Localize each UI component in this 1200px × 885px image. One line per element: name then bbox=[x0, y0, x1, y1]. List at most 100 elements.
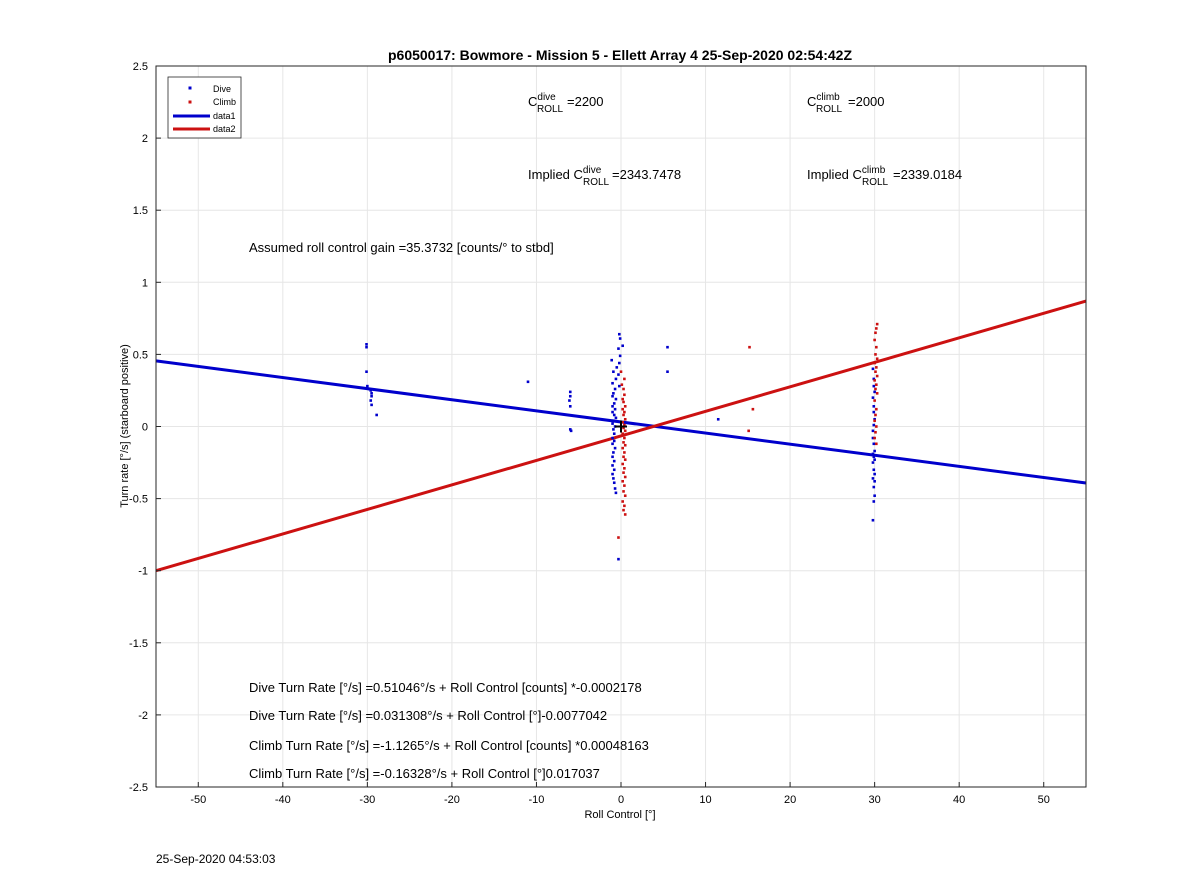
dive-point bbox=[871, 477, 875, 480]
dive-point bbox=[871, 452, 875, 456]
dive-point bbox=[611, 394, 614, 398]
dive-point bbox=[613, 387, 617, 391]
dive-point bbox=[871, 429, 875, 433]
dive-point bbox=[568, 394, 572, 398]
dive-point bbox=[612, 451, 615, 454]
y-tick-label: 1.5 bbox=[133, 205, 148, 217]
dive-point bbox=[612, 439, 616, 443]
dive-point bbox=[872, 455, 876, 459]
legend-data2-label: data2 bbox=[213, 124, 236, 134]
dive-point bbox=[611, 455, 614, 459]
y-tick-label: -2.5 bbox=[129, 782, 148, 794]
climb-point bbox=[875, 425, 878, 428]
climb-point bbox=[623, 429, 627, 433]
dive-point bbox=[611, 464, 614, 467]
dive-point bbox=[873, 494, 876, 498]
dive-point bbox=[873, 479, 876, 483]
dive-point bbox=[568, 390, 572, 394]
y-tick-label: 0 bbox=[142, 422, 148, 434]
climb-point bbox=[874, 331, 877, 335]
dive-point bbox=[366, 384, 369, 388]
y-tick-label: 2 bbox=[142, 133, 148, 145]
dive-point bbox=[716, 417, 720, 421]
dive-point bbox=[568, 399, 571, 402]
climb-point bbox=[623, 513, 627, 516]
dive-point bbox=[613, 446, 617, 450]
dive-point bbox=[611, 381, 614, 385]
x-tick-label: -10 bbox=[529, 794, 545, 806]
legend-dive-marker bbox=[188, 86, 192, 90]
climb-point bbox=[621, 397, 624, 401]
dive-point bbox=[873, 472, 876, 476]
dive-point bbox=[568, 428, 572, 431]
y-ticks: -2.5 -2 -1.5 -1 -0.5 0 0.5 1 1.5 2 2.5 bbox=[129, 61, 161, 794]
climb-point bbox=[623, 467, 626, 470]
dive-point bbox=[614, 397, 618, 401]
implied-climb-annotation: Implied Cclimb ROLL =2339.0184 bbox=[807, 165, 962, 188]
climb-point bbox=[621, 462, 624, 466]
dive-point bbox=[365, 345, 368, 349]
dive-point bbox=[365, 343, 368, 346]
implied-climb-value: =2339.0184 bbox=[893, 167, 962, 182]
climb-point bbox=[874, 430, 877, 434]
dive-point bbox=[614, 416, 618, 420]
climb-point bbox=[623, 494, 627, 498]
x-tick-label: 20 bbox=[784, 794, 796, 806]
climb-point bbox=[622, 508, 625, 512]
dive-point bbox=[871, 436, 875, 440]
dive-point bbox=[613, 407, 617, 411]
cclimb-sup: climb bbox=[816, 92, 840, 103]
dive-point bbox=[872, 410, 876, 414]
climb-point bbox=[623, 436, 626, 440]
y-axis-label: Turn rate [°/s] (starboard positive) bbox=[119, 344, 131, 508]
climb-points bbox=[617, 322, 879, 539]
dive-point bbox=[568, 405, 572, 408]
climb-point bbox=[620, 383, 624, 386]
dive-point bbox=[370, 392, 373, 395]
climb-point bbox=[619, 370, 623, 374]
climb-point bbox=[623, 417, 627, 421]
x-tick-label: -30 bbox=[359, 794, 375, 806]
dive-point bbox=[612, 419, 615, 423]
dive-point bbox=[611, 405, 614, 408]
dive-point bbox=[873, 390, 876, 394]
climb-point bbox=[621, 420, 624, 424]
climb-point bbox=[875, 327, 878, 330]
dive-point bbox=[872, 468, 876, 472]
dive-point bbox=[612, 428, 615, 431]
dive-points bbox=[365, 332, 876, 561]
climb-point bbox=[748, 345, 751, 349]
legend-data1-label: data1 bbox=[213, 111, 236, 121]
cclimb-value: =2000 bbox=[848, 94, 885, 109]
y-tick-label: -1.5 bbox=[129, 638, 148, 650]
climb-point bbox=[622, 441, 625, 444]
dive-point bbox=[871, 396, 875, 399]
climb-point bbox=[623, 475, 627, 479]
legend-dive-label: Dive bbox=[213, 84, 231, 94]
climb-point bbox=[617, 536, 620, 539]
cdive-value: =2200 bbox=[567, 94, 604, 109]
dive-point bbox=[666, 370, 669, 374]
dive-point bbox=[618, 384, 621, 388]
climb-point bbox=[623, 377, 626, 381]
dive-point bbox=[872, 377, 876, 381]
dive-point bbox=[871, 518, 875, 522]
cclimb-prefix: C bbox=[807, 94, 816, 109]
climb-point bbox=[751, 407, 755, 411]
dive-point bbox=[872, 485, 876, 489]
x-tick-label: 40 bbox=[953, 794, 965, 806]
implied-dive-sub: ROLL bbox=[583, 177, 610, 188]
dive-point bbox=[871, 461, 875, 464]
cdive-sup: dive bbox=[537, 92, 556, 103]
dive-point bbox=[872, 384, 876, 388]
dive-point bbox=[617, 373, 620, 376]
dive-point bbox=[367, 387, 371, 391]
dive-point bbox=[526, 380, 530, 384]
climb-point bbox=[623, 504, 626, 508]
dive-point bbox=[618, 337, 622, 340]
x-ticks: -50 -40 -30 -20 -10 0 10 20 30 40 50 bbox=[190, 782, 1050, 806]
dive-point bbox=[610, 358, 613, 362]
equation-dive-counts: Dive Turn Rate [°/s] =0.51046°/s + Roll … bbox=[249, 680, 642, 695]
dive-point bbox=[621, 344, 624, 348]
climb-point bbox=[874, 353, 877, 356]
